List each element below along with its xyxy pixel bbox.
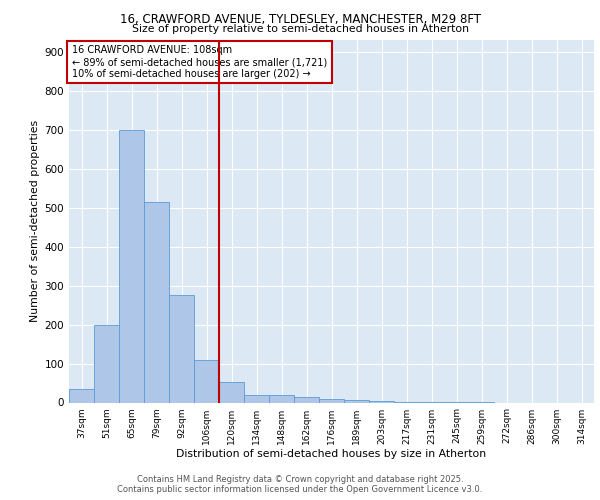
Bar	[119, 130, 144, 402]
Bar	[144, 202, 169, 402]
Bar	[69, 389, 94, 402]
Bar	[94, 324, 119, 402]
Bar	[269, 394, 294, 402]
Bar	[194, 360, 219, 403]
Bar	[319, 399, 344, 402]
Text: 16 CRAWFORD AVENUE: 108sqm
← 89% of semi-detached houses are smaller (1,721)
10%: 16 CRAWFORD AVENUE: 108sqm ← 89% of semi…	[71, 46, 327, 78]
Bar	[369, 401, 394, 402]
Text: Size of property relative to semi-detached houses in Atherton: Size of property relative to semi-detach…	[131, 24, 469, 34]
X-axis label: Distribution of semi-detached houses by size in Atherton: Distribution of semi-detached houses by …	[176, 450, 487, 460]
Text: 16, CRAWFORD AVENUE, TYLDESLEY, MANCHESTER, M29 8FT: 16, CRAWFORD AVENUE, TYLDESLEY, MANCHEST…	[119, 12, 481, 26]
Bar	[344, 400, 369, 402]
Bar	[294, 398, 319, 402]
Bar	[244, 394, 269, 402]
Y-axis label: Number of semi-detached properties: Number of semi-detached properties	[31, 120, 40, 322]
Bar	[169, 296, 194, 403]
Bar	[219, 382, 244, 402]
Text: Contains HM Land Registry data © Crown copyright and database right 2025.
Contai: Contains HM Land Registry data © Crown c…	[118, 474, 482, 494]
